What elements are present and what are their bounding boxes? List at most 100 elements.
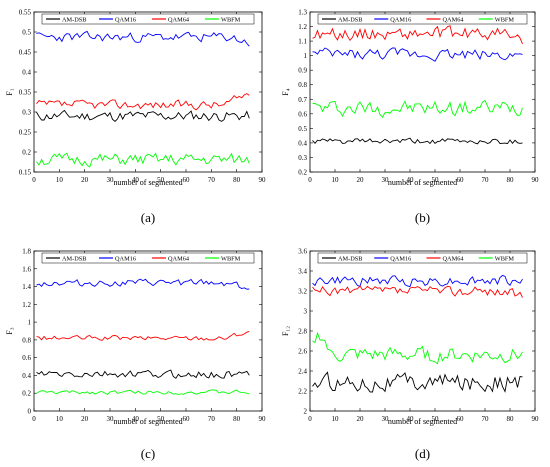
legend-box — [317, 252, 528, 264]
legend-entry: WBFM — [495, 17, 515, 24]
panel-label: (d) — [415, 446, 430, 461]
x-tick-label: 60 — [457, 415, 465, 423]
series-line-qam16 — [36, 30, 250, 47]
y-tick-label: 1.1 — [298, 38, 307, 46]
y-tick-label: 0.4 — [298, 139, 307, 147]
y-tick-label: 0.3 — [22, 109, 31, 117]
x-tick-label: 80 — [233, 415, 241, 423]
y-tick-label: 2.4 — [298, 368, 307, 376]
series-line-wbfm — [312, 331, 523, 365]
legend-entry: WBFM — [221, 256, 241, 263]
x-tick-label: 80 — [507, 176, 515, 184]
y-tick-label: 0.2 — [22, 149, 31, 157]
x-tick-label: 90 — [259, 415, 267, 423]
y-tick-label: 1 — [28, 319, 32, 327]
x-tick-label: 30 — [382, 415, 390, 423]
y-axis-label: F₁₂ — [281, 326, 290, 336]
series-line-wbfm — [36, 152, 250, 168]
series-line-am-dsb — [36, 369, 250, 379]
y-tick-label: 0.7 — [298, 96, 307, 104]
plot-frame — [309, 11, 536, 173]
y-axis-label: F₃ — [5, 327, 14, 334]
series-line-qam16 — [312, 47, 523, 62]
legend-entry: WBFM — [221, 17, 241, 24]
x-tick-label: 10 — [332, 415, 340, 423]
y-tick-label: 0.3 — [298, 154, 307, 162]
legend-entry: AM-DSB — [338, 256, 363, 263]
x-axis-label: number of segmented — [388, 178, 457, 187]
x-tick-label: 10 — [332, 176, 340, 184]
y-tick-label: 3.6 — [298, 248, 307, 256]
series-line-wbfm — [36, 389, 250, 395]
y-tick-label: 3 — [304, 308, 308, 316]
x-tick-label: 0 — [308, 176, 312, 184]
legend-entry: AM-DSB — [62, 256, 87, 263]
y-tick-label: 0 — [28, 408, 32, 416]
y-tick-label: 0.45 — [19, 49, 32, 57]
chart-panel-d: 0 10 20 30 40 50 60 70 80 90 2 2.2 2.4 2.6 2.8 3 3.2 3.4 3… — [281, 248, 539, 462]
y-tick-label: 2 — [304, 408, 308, 416]
y-tick-label: 1.4 — [22, 283, 31, 291]
y-tick-label: 0.8 — [22, 336, 31, 344]
legend-entry: QAM64 — [168, 17, 190, 24]
plot-frame — [309, 250, 536, 412]
y-tick-label: 0.6 — [22, 354, 31, 362]
y-tick-label: 1.8 — [22, 248, 31, 256]
x-tick-label: 20 — [81, 176, 89, 184]
x-tick-label: 50 — [432, 176, 440, 184]
x-tick-label: 70 — [208, 415, 216, 423]
legend-entry: QAM64 — [443, 256, 465, 263]
legend-entry: QAM16 — [115, 17, 136, 24]
series-line-am-dsb — [312, 137, 523, 145]
y-tick-label: 2.8 — [298, 328, 307, 336]
legend-box — [41, 252, 255, 264]
y-tick-label: 0.2 — [298, 169, 307, 177]
panel-label: (c) — [141, 446, 155, 461]
series-line-qam16 — [36, 278, 250, 290]
y-tick-label: 0.8 — [298, 81, 307, 89]
y-tick-label: 2.6 — [298, 348, 307, 356]
y-tick-label: 0.55 — [19, 9, 32, 17]
x-tick-label: 60 — [183, 176, 191, 184]
x-tick-label: 10 — [56, 415, 64, 423]
y-tick-label: 1.3 — [298, 9, 307, 17]
y-tick-label: 1.6 — [22, 265, 31, 273]
x-tick-label: 40 — [407, 176, 415, 184]
x-tick-label: 30 — [107, 415, 115, 423]
x-tick-label: 70 — [482, 176, 490, 184]
legend-entry: QAM16 — [390, 256, 411, 263]
x-tick-label: 60 — [457, 176, 465, 184]
y-tick-label: 0.15 — [19, 169, 32, 177]
legend-entry: QAM16 — [115, 256, 136, 263]
series-line-wbfm — [312, 99, 523, 118]
x-tick-label: 50 — [157, 415, 165, 423]
y-tick-label: 0.5 — [22, 29, 31, 37]
x-tick-label: 50 — [157, 176, 165, 184]
legend-entry: AM-DSB — [62, 17, 87, 24]
y-axis-label: F₁ — [5, 88, 14, 95]
y-axis-label: F₄ — [281, 88, 290, 95]
x-tick-label: 30 — [382, 176, 390, 184]
series-line-qam64 — [36, 93, 250, 111]
x-tick-label: 0 — [308, 415, 312, 423]
chart-panel-a: 0 10 20 30 40 50 60 70 80 90 0.15 0.2 0.25 0.3 0.35 0.4… — [5, 9, 266, 226]
y-tick-label: 0.9 — [298, 67, 307, 75]
y-tick-label: 1.2 — [22, 301, 31, 309]
plot-frame — [33, 250, 263, 412]
legend-box — [41, 13, 255, 25]
panel-label: (b) — [415, 210, 430, 225]
series-line-am-dsb — [36, 109, 250, 123]
series-line-qam16 — [312, 274, 523, 288]
x-tick-label: 40 — [132, 415, 140, 423]
y-tick-label: 0.5 — [298, 125, 307, 133]
x-axis-label: number of segmented — [113, 417, 182, 426]
panel-label: (a) — [141, 210, 155, 225]
y-tick-label: 0.2 — [22, 390, 31, 398]
x-axis-label: number of segmented — [113, 178, 182, 187]
x-tick-label: 90 — [259, 176, 267, 184]
x-tick-label: 80 — [233, 176, 241, 184]
y-tick-label: 0.4 — [22, 69, 31, 77]
series-line-qam64 — [312, 25, 523, 45]
x-tick-label: 70 — [208, 176, 216, 184]
